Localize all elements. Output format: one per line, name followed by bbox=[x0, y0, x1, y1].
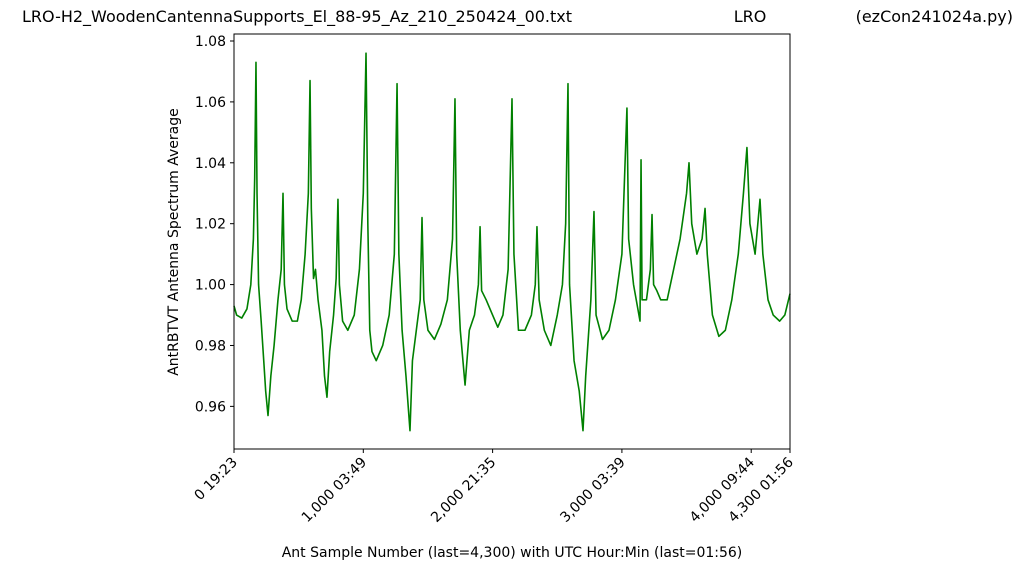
chart-title: LRO-H2_WoodenCantennaSupports_El_88-95_A… bbox=[22, 7, 572, 27]
data-line bbox=[233, 52, 791, 432]
x-tick-label: 2,000 21:35 bbox=[428, 455, 499, 526]
chart-title-right: (ezCon241024a.py) bbox=[856, 7, 1013, 26]
chart-title-middle: LRO bbox=[734, 7, 767, 26]
y-tick-label: 1.00 bbox=[195, 278, 226, 294]
x-tick-label: 1,000 03:49 bbox=[299, 455, 370, 526]
y-tick-label: 1.08 bbox=[195, 34, 226, 50]
y-tick-label: 1.06 bbox=[195, 95, 226, 111]
x-tick-label: 0 19:23 bbox=[192, 455, 241, 504]
y-tick-label: 1.04 bbox=[195, 156, 226, 172]
y-tick-label: 1.02 bbox=[195, 217, 226, 233]
y-tick-label: 0.96 bbox=[195, 399, 226, 415]
plot-frame bbox=[233, 33, 791, 450]
y-axis-label: AntRBTVT Antenna Spectrum Average bbox=[166, 108, 182, 376]
x-axis-label: Ant Sample Number (last=4,300) with UTC … bbox=[282, 545, 743, 561]
y-tick-label: 0.98 bbox=[195, 338, 226, 354]
x-tick-label: 3,000 03:39 bbox=[557, 455, 628, 526]
